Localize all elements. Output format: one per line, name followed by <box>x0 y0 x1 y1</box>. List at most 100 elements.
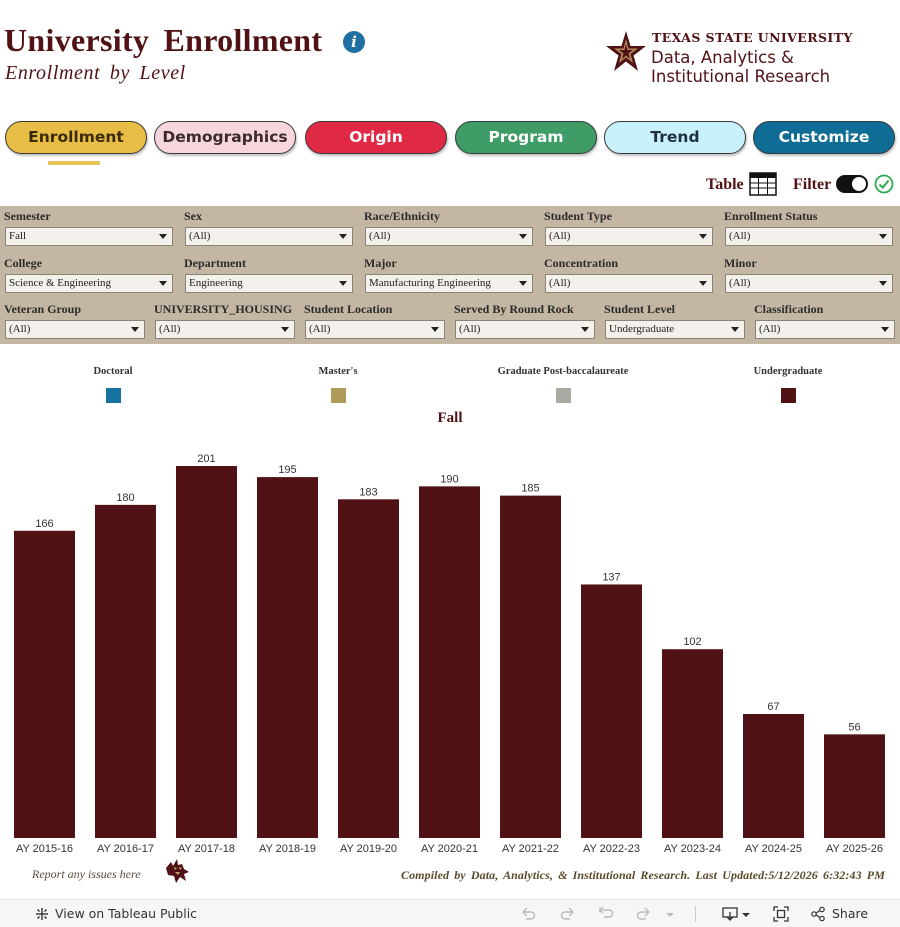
x-tick-label: AY 2016-17 <box>97 843 154 855</box>
filter-select-semester[interactable]: Fall <box>5 227 173 246</box>
logo-dept-line1: Data, Analytics & <box>651 48 794 67</box>
compiled-by-note: Compiled by Data, Analytics, & Instituti… <box>400 868 885 882</box>
filter-label-college: College <box>4 256 42 270</box>
fullscreen-icon[interactable] <box>773 906 789 922</box>
filter-value: (All) <box>369 230 391 242</box>
filter-value: Engineering <box>189 277 243 289</box>
filter-select-served-by-round-rock[interactable]: (All) <box>455 320 595 339</box>
filter-select-minor[interactable]: (All) <box>725 274 893 293</box>
dropdown-caret-icon <box>879 234 887 239</box>
nav-button-origin[interactable]: Origin <box>305 121 447 154</box>
bar-value-label: 190 <box>440 473 458 485</box>
bar-value-label: 195 <box>278 464 296 476</box>
filter-value: Undergraduate <box>609 323 675 335</box>
filter-select-veteran-group[interactable]: (All) <box>5 320 145 339</box>
x-tick-label: AY 2023-24 <box>664 843 721 855</box>
filter-value: (All) <box>159 323 181 335</box>
filter-label-student-level: Student Level <box>604 302 676 316</box>
filter-select-department[interactable]: Engineering <box>185 274 353 293</box>
filter-toggle-switch[interactable] <box>836 175 868 193</box>
filter-select-concentration[interactable]: (All) <box>545 274 713 293</box>
filter-label-student-type: Student Type <box>544 209 612 223</box>
filter-label-semester: Semester <box>4 209 51 223</box>
dropdown-caret-icon <box>339 281 347 286</box>
refresh-icon[interactable] <box>636 906 652 922</box>
legend-swatch-graduate-post-baccalaureate[interactable] <box>556 388 571 403</box>
x-tick-label: AY 2019-20 <box>340 843 397 855</box>
view-on-tableau-link[interactable]: View on Tableau Public <box>55 906 198 921</box>
filter-label-classification: Classification <box>754 302 824 316</box>
filter-select-classification[interactable]: (All) <box>755 320 895 339</box>
filter-select-university-housing[interactable]: (All) <box>155 320 295 339</box>
dropdown-caret-icon <box>339 234 347 239</box>
bar-ay-2025-26[interactable] <box>824 734 885 838</box>
nav-button-enrollment[interactable]: Enrollment <box>5 121 147 154</box>
legend-swatch-undergraduate[interactable] <box>781 388 796 403</box>
bar-ay-2024-25[interactable] <box>743 714 804 838</box>
check-circle-icon <box>874 174 894 194</box>
bar-value-label: 56 <box>848 721 860 733</box>
bar-ay-2016-17[interactable] <box>95 504 156 838</box>
bar-ay-2018-19[interactable] <box>257 477 318 838</box>
table-toggle-label: Table <box>706 176 744 193</box>
report-issues-link[interactable]: Report any issues here <box>32 867 141 881</box>
dropdown-caret-icon <box>431 327 439 332</box>
dropdown-caret-icon <box>519 281 527 286</box>
dropdown-caret-icon <box>879 281 887 286</box>
filter-value: (All) <box>549 277 571 289</box>
bar-value-label: 67 <box>767 701 779 713</box>
filter-label-student-location: Student Location <box>304 302 393 316</box>
dropdown-caret-icon <box>519 234 527 239</box>
filter-label-veteran-group: Veteran Group <box>4 302 82 316</box>
dropdown-caret-icon <box>881 327 889 332</box>
filter-select-student-level[interactable]: Undergraduate <box>605 320 745 339</box>
bar-ay-2022-23[interactable] <box>581 584 642 838</box>
filter-label-sex: Sex <box>184 209 202 223</box>
redo-icon[interactable] <box>560 906 576 922</box>
info-icon[interactable]: i <box>343 31 365 53</box>
table-grid-icon[interactable] <box>749 172 777 196</box>
bar-ay-2017-18[interactable] <box>176 466 237 838</box>
bar-ay-2023-24[interactable] <box>662 649 723 838</box>
bar-value-label: 102 <box>683 636 701 648</box>
dropdown-caret-icon <box>731 327 739 332</box>
filter-value: Manufacturing Engineering <box>369 277 491 289</box>
filter-select-sex[interactable]: (All) <box>185 227 353 246</box>
chart-title: Fall <box>437 410 463 426</box>
active-tab-indicator <box>48 161 100 165</box>
filter-label-served-by-round-rock: Served By Round Rock <box>454 302 574 316</box>
bar-ay-2019-20[interactable] <box>338 499 399 838</box>
toolbar-divider <box>695 906 696 922</box>
download-icon[interactable] <box>722 906 738 922</box>
undo-icon[interactable] <box>520 906 536 922</box>
filter-select-student-location[interactable]: (All) <box>305 320 445 339</box>
nav-button-program[interactable]: Program <box>455 121 597 154</box>
nav-button-customize[interactable]: Customize <box>753 121 895 154</box>
filter-select-enrollment-status[interactable]: (All) <box>725 227 893 246</box>
bar-ay-2021-22[interactable] <box>500 495 561 838</box>
revert-icon[interactable] <box>598 906 614 922</box>
filter-select-student-type[interactable]: (All) <box>545 227 713 246</box>
filter-value: (All) <box>9 323 31 335</box>
legend-swatch-doctoral[interactable] <box>106 388 121 403</box>
filter-panel: Semester Fall Sex (All) Race/Ethnicity (All) S… <box>0 206 900 344</box>
nav-button-trend[interactable]: Trend <box>604 121 746 154</box>
filter-value: Fall <box>9 230 27 242</box>
filter-select-major[interactable]: Manufacturing Engineering <box>365 274 533 293</box>
filter-value: Science & Engineering <box>9 277 112 289</box>
share-button[interactable]: Share <box>832 906 869 921</box>
dropdown-caret-icon <box>699 281 707 286</box>
dropdown-caret-icon <box>131 327 139 332</box>
download-menu-chevron-icon[interactable] <box>738 906 754 922</box>
bar-ay-2020-21[interactable] <box>419 486 480 838</box>
filter-label-race-ethnicity: Race/Ethnicity <box>364 209 440 223</box>
nav-button-demographics[interactable]: Demographics <box>154 121 296 154</box>
filter-select-college[interactable]: Science & Engineering <box>5 274 173 293</box>
bar-ay-2015-16[interactable] <box>14 530 75 838</box>
share-icon[interactable] <box>810 906 826 922</box>
filter-value: (All) <box>189 230 211 242</box>
filter-select-race-ethnicity[interactable]: (All) <box>365 227 533 246</box>
legend-swatch-master-s[interactable] <box>331 388 346 403</box>
chevron-down-icon[interactable] <box>662 906 678 922</box>
bobcat-logo-icon <box>166 859 189 883</box>
